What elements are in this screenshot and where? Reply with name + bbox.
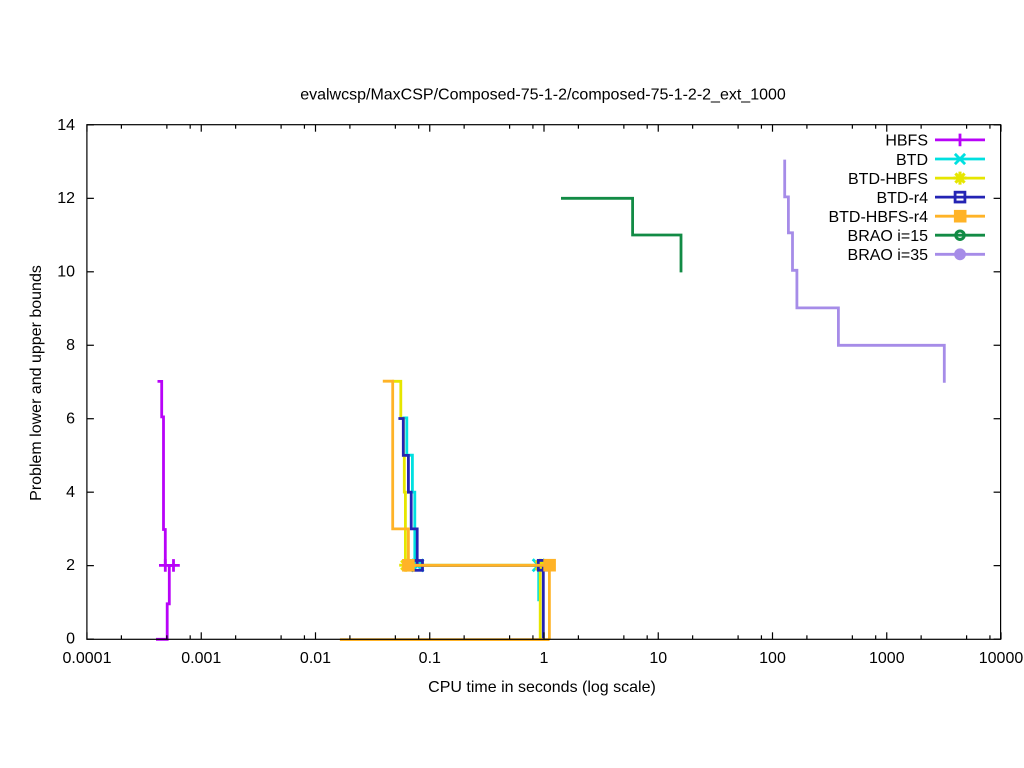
svg-text:HBFS: HBFS bbox=[885, 133, 928, 150]
svg-text:BTD-HBFS-r4: BTD-HBFS-r4 bbox=[828, 209, 928, 226]
svg-text:6: 6 bbox=[66, 410, 75, 427]
svg-text:Problem lower and upper bounds: Problem lower and upper bounds bbox=[28, 265, 45, 501]
svg-text:BTD: BTD bbox=[896, 152, 928, 169]
svg-text:CPU time in seconds (log scale: CPU time in seconds (log scale) bbox=[428, 679, 656, 696]
svg-text:BTD-HBFS: BTD-HBFS bbox=[848, 171, 928, 188]
svg-text:1: 1 bbox=[540, 650, 549, 667]
svg-text:0.001: 0.001 bbox=[181, 650, 221, 667]
svg-text:0: 0 bbox=[66, 631, 75, 648]
svg-text:0.0001: 0.0001 bbox=[63, 650, 112, 667]
svg-text:10: 10 bbox=[57, 264, 75, 281]
svg-text:2: 2 bbox=[66, 557, 75, 574]
svg-text:4: 4 bbox=[66, 484, 75, 501]
svg-text:1000: 1000 bbox=[869, 650, 905, 667]
svg-text:evalwcsp/MaxCSP/Composed-75-1-: evalwcsp/MaxCSP/Composed-75-1-2/composed… bbox=[300, 87, 786, 104]
svg-text:8: 8 bbox=[66, 337, 75, 354]
svg-text:0.1: 0.1 bbox=[419, 650, 441, 667]
svg-text:BRAO i=35: BRAO i=35 bbox=[848, 247, 929, 264]
svg-text:14: 14 bbox=[57, 117, 75, 134]
svg-text:BRAO i=15: BRAO i=15 bbox=[848, 228, 929, 245]
svg-text:12: 12 bbox=[57, 190, 75, 207]
svg-text:0.01: 0.01 bbox=[300, 650, 331, 667]
svg-text:10: 10 bbox=[649, 650, 667, 667]
svg-text:100: 100 bbox=[759, 650, 786, 667]
svg-text:10000: 10000 bbox=[979, 650, 1024, 667]
svg-text:BTD-r4: BTD-r4 bbox=[876, 190, 928, 207]
